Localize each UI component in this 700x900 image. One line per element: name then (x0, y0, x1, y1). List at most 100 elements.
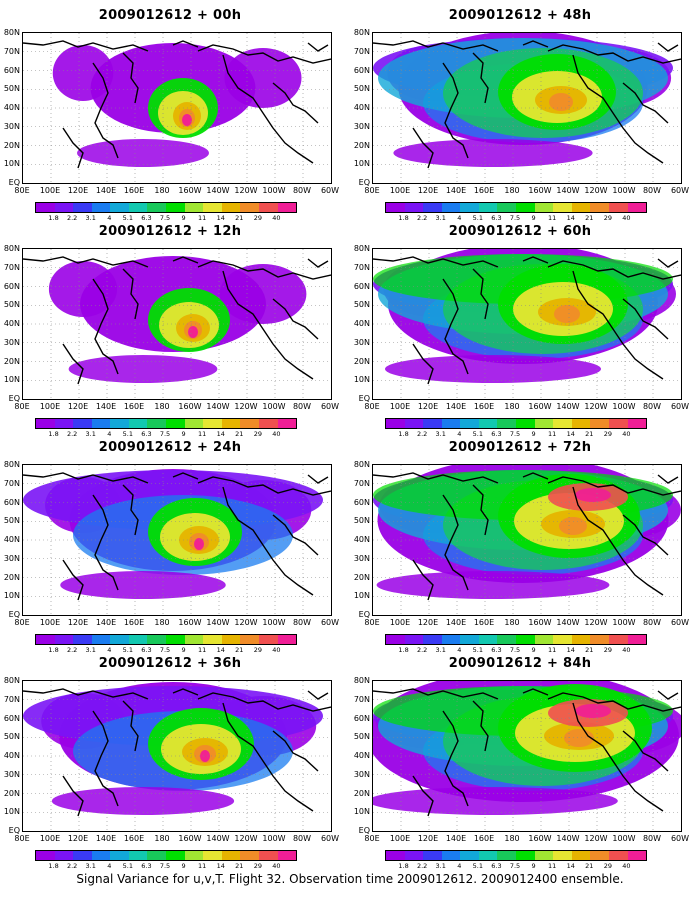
latitude-label: 30N (3, 553, 20, 563)
colorbar-tick-label: 11 (198, 214, 207, 222)
variance-contour (60, 571, 226, 599)
colorbar-tick-label: 14 (216, 214, 225, 222)
colorbar-swatch (54, 851, 74, 860)
longitude-label: 140W (556, 186, 580, 195)
coastline (572, 54, 664, 164)
colorbar-tick-label: 2.2 (66, 646, 78, 654)
latitude-label: 80N (353, 28, 370, 37)
coastline (23, 472, 149, 484)
colorbar-tick-label: 4 (457, 862, 462, 870)
colorbar-swatch (91, 851, 111, 860)
latitude-label: EQ (8, 178, 20, 187)
colorbar-labels: 1.8 2.2 3.1 4 5.1 6.3 7.5 9 11 14 21 29 40 (35, 646, 297, 654)
latitude-label: 10N (3, 591, 20, 601)
longitude-axis: 80E 100E 120E 140E 160E 180 160W 140W 120W 100W 80… (364, 834, 689, 844)
colorbar-tick-label: 9 (181, 646, 186, 654)
longitude-label: 80E (364, 402, 380, 411)
longitude-label: 60W (320, 186, 340, 195)
colorbar-swatch (497, 203, 517, 212)
coastline (92, 62, 119, 159)
latitude-label: EQ (358, 610, 370, 619)
colorbar-swatch (571, 851, 591, 860)
map-canvas (373, 681, 681, 831)
colorbar-tick-label: 4 (107, 862, 112, 870)
latitude-label: 10N (353, 807, 370, 817)
coastline (197, 44, 331, 64)
coastline (122, 700, 139, 752)
longitude-label: 180 (154, 186, 170, 195)
colorbar-swatch (441, 419, 461, 428)
longitude-label: 120E (417, 402, 439, 411)
longitude-label: 160E (473, 402, 495, 411)
colorbar-tick-label: 1.8 (398, 862, 409, 870)
coastline (62, 127, 84, 169)
colorbar-tick-label: 7.5 (509, 862, 521, 870)
latitude-label: 80N (3, 460, 20, 469)
colorbar-swatch (571, 635, 591, 644)
colorbar-tick-label: 3.1 (435, 214, 446, 222)
longitude-label: 140E (445, 834, 467, 843)
colorbar-swatch (184, 419, 204, 428)
colorbar-swatch (203, 635, 222, 644)
colorbar-swatch (258, 419, 278, 428)
colorbar-tick-label: 6.3 (491, 862, 502, 870)
latitude-label: EQ (358, 394, 370, 403)
colorbar-swatch (441, 635, 461, 644)
longitude-label: 60W (670, 186, 690, 195)
colorbar-tick-label: 1.8 (48, 646, 59, 654)
coastline (172, 472, 199, 480)
colorbar-tick-label: 5.1 (122, 214, 134, 222)
colorbar-swatch (404, 203, 424, 212)
colorbar-swatch (386, 635, 405, 644)
longitude-label: 100E (389, 402, 411, 411)
colorbar-tick-label: 1.8 (398, 430, 409, 438)
panel-title: 2009012612 + 60h (448, 224, 592, 239)
variance-contour (554, 305, 580, 323)
colorbar-swatch (147, 851, 167, 860)
coastline (62, 775, 84, 817)
coastline (172, 40, 199, 48)
variance-contour (549, 93, 573, 111)
longitude-label: 180 (504, 618, 520, 627)
coastline (222, 702, 314, 812)
map-panel: 2009012612 + 60h 80N 70N 60N 50N 40N 30N 20N 10… (350, 224, 690, 442)
coastline (472, 52, 489, 104)
longitude-axis: 80E 100E 120E 140E 160E 180 160W 140W 120W 100W 80… (364, 402, 689, 412)
colorbar-tick-label: 7.5 (159, 430, 171, 438)
longitude-label: 80W (292, 402, 312, 411)
longitude-label: 100E (389, 186, 411, 195)
colorbar-tick-label: 9 (531, 862, 536, 870)
map-panel: 2009012612 + 84h 80N 70N 60N 50N 40N 30N 20N 10… (350, 656, 690, 874)
latitude-label: 40N (3, 103, 20, 112)
colorbar-tick-label: 21 (235, 430, 244, 438)
colorbar-tick-label: 29 (603, 862, 612, 870)
latitude-label: 60N (353, 281, 370, 291)
coastline (307, 474, 329, 484)
map-canvas (373, 465, 681, 615)
colorbar-tick-label: 14 (566, 862, 575, 870)
colorbar-tick-label: 3.1 (85, 430, 96, 438)
longitude-label: 80E (364, 834, 380, 843)
longitude-label: 60W (320, 834, 340, 843)
latitude-label: 20N (353, 140, 370, 150)
colorbar-tick-label: 11 (198, 862, 207, 870)
panel-title: 2009012612 + 72h (448, 440, 592, 455)
longitude-axis: 80E 100E 120E 140E 160E 180 160W 140W 120W 100W 80… (364, 186, 689, 196)
colorbar-tick-label: 11 (548, 214, 557, 222)
colorbar-swatch (441, 851, 461, 860)
variance-contour (48, 261, 118, 317)
colorbar-tick-label: 2.2 (416, 646, 428, 654)
latitude-label: 20N (353, 788, 370, 798)
map-canvas (23, 465, 331, 615)
colorbar-swatch (497, 419, 517, 428)
coastline (622, 514, 669, 556)
colorbar-swatch (460, 419, 479, 428)
colorbar-tick-label: 14 (566, 214, 575, 222)
latitude-label: 30N (3, 121, 20, 131)
colorbar-swatch (258, 851, 278, 860)
colorbar-tick-label: 29 (253, 646, 262, 654)
colorbar-swatch (166, 635, 185, 644)
colorbar-swatch (110, 203, 129, 212)
colorbar-swatch (423, 635, 442, 644)
colorbar (385, 850, 647, 861)
